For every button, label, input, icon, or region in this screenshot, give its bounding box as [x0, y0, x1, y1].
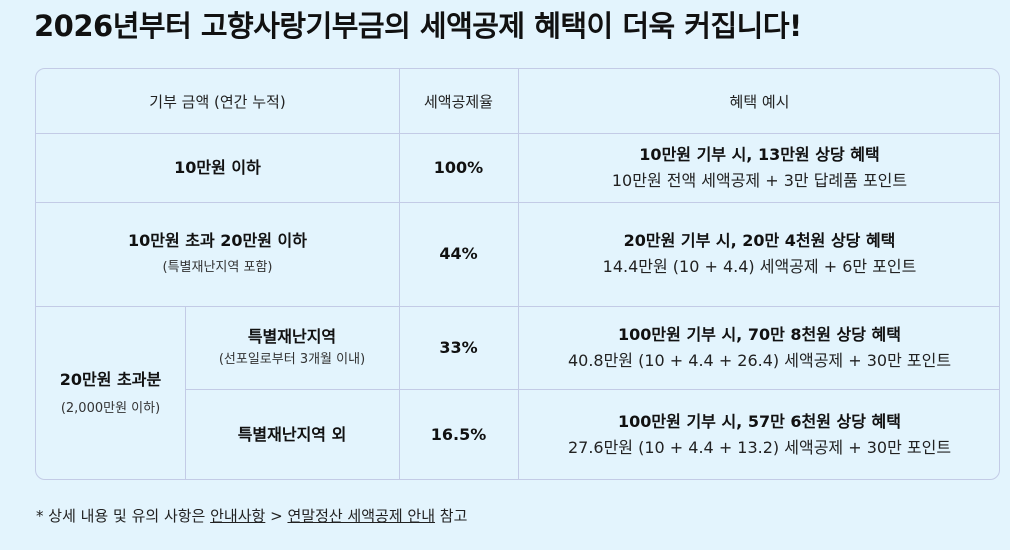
rate-value: 33% [439, 337, 478, 357]
guide-link[interactable]: 안내사항 [210, 507, 266, 525]
row-1-example: 10만원 기부 시, 13만원 상당 혜택 10만원 전액 세액공제 + 3만 … [518, 133, 999, 202]
amount-label: 10만원 초과 20만원 이하 [127, 231, 307, 250]
row-3-example: 100만원 기부 시, 70만 8천원 상당 혜택 40.8만원 (10 + 4… [518, 306, 999, 389]
row-divider [36, 306, 999, 307]
page-title: 2026년부터 고향사랑기부금의 세액공제 혜택이 더욱 커집니다! [34, 9, 802, 43]
row-divider [36, 133, 999, 134]
example-detail: 27.6만원 (10 + 4.4 + 13.2) 세액공제 + 30만 포인트 [567, 438, 952, 457]
row-4-rate: 16.5% [399, 389, 518, 479]
footnote-separator: > [270, 507, 283, 525]
footnote-prefix: * 상세 내용 및 유의 사항은 [36, 507, 206, 525]
footnote: * 상세 내용 및 유의 사항은 안내사항 > 연말정산 세액공제 안내 참고 [36, 505, 467, 527]
row-2-amount: 10만원 초과 20만원 이하 (특별재난지역 포함) [36, 202, 399, 306]
amount-note: (특별재난지역 포함) [162, 260, 273, 275]
tax-credit-guide-link[interactable]: 연말정산 세액공제 안내 [287, 507, 436, 525]
amount-note: (2,000만원 이하) [60, 400, 161, 416]
row-1-amount: 10만원 이하 [36, 133, 399, 202]
row-3-rate: 33% [399, 306, 518, 389]
example-title: 100만원 기부 시, 57만 6천원 상당 혜택 [618, 412, 901, 431]
row-3-region: 특별재난지역 (선포일로부터 3개월 이내) [185, 306, 399, 389]
example-title: 20만원 기부 시, 20만 4천원 상당 혜택 [623, 231, 896, 250]
header-example: 혜택 예시 [729, 92, 790, 111]
region-label: 특별재난지역 외 [237, 425, 347, 444]
header-amount: 기부 금액 (연간 누적) [149, 92, 286, 111]
example-title: 100만원 기부 시, 70만 8천원 상당 혜택 [618, 324, 901, 344]
row-divider [36, 202, 999, 203]
region-label: 특별재난지역 [247, 326, 337, 346]
example-detail: 40.8만원 (10 + 4.4 + 26.4) 세액공제 + 30만 포인트 [567, 350, 952, 370]
column-divider [185, 306, 186, 479]
region-note: (선포일로부터 3개월 이내) [218, 351, 366, 367]
footnote-suffix: 참고 [439, 507, 468, 525]
column-divider [518, 69, 519, 479]
amount-label: 20만원 초과분 [59, 369, 162, 389]
column-divider [399, 69, 400, 479]
rate-value: 16.5% [430, 425, 487, 444]
rate-value: 100% [433, 157, 484, 177]
row-2-rate: 44% [399, 202, 518, 306]
example-title: 10만원 기부 시, 13만원 상당 혜택 [639, 144, 880, 164]
example-detail: 14.4만원 (10 + 4.4) 세액공제 + 6만 포인트 [602, 257, 917, 276]
row-1-rate: 100% [399, 133, 518, 202]
rate-value: 44% [439, 244, 478, 263]
example-detail: 10만원 전액 세액공제 + 3만 답례품 포인트 [611, 170, 908, 190]
header-rate: 세액공제율 [423, 92, 493, 111]
group-amount: 20만원 초과분 (2,000만원 이하) [36, 306, 185, 479]
amount-label: 10만원 이하 [174, 157, 261, 177]
row-4-region: 특별재난지역 외 [185, 389, 399, 479]
row-divider [185, 389, 999, 390]
tax-credit-table: 기부 금액 (연간 누적) 세액공제율 혜택 예시 10만원 이하 100% 1… [35, 68, 1000, 480]
row-4-example: 100만원 기부 시, 57만 6천원 상당 혜택 27.6만원 (10 + 4… [518, 389, 999, 479]
row-2-example: 20만원 기부 시, 20만 4천원 상당 혜택 14.4만원 (10 + 4.… [518, 202, 999, 306]
